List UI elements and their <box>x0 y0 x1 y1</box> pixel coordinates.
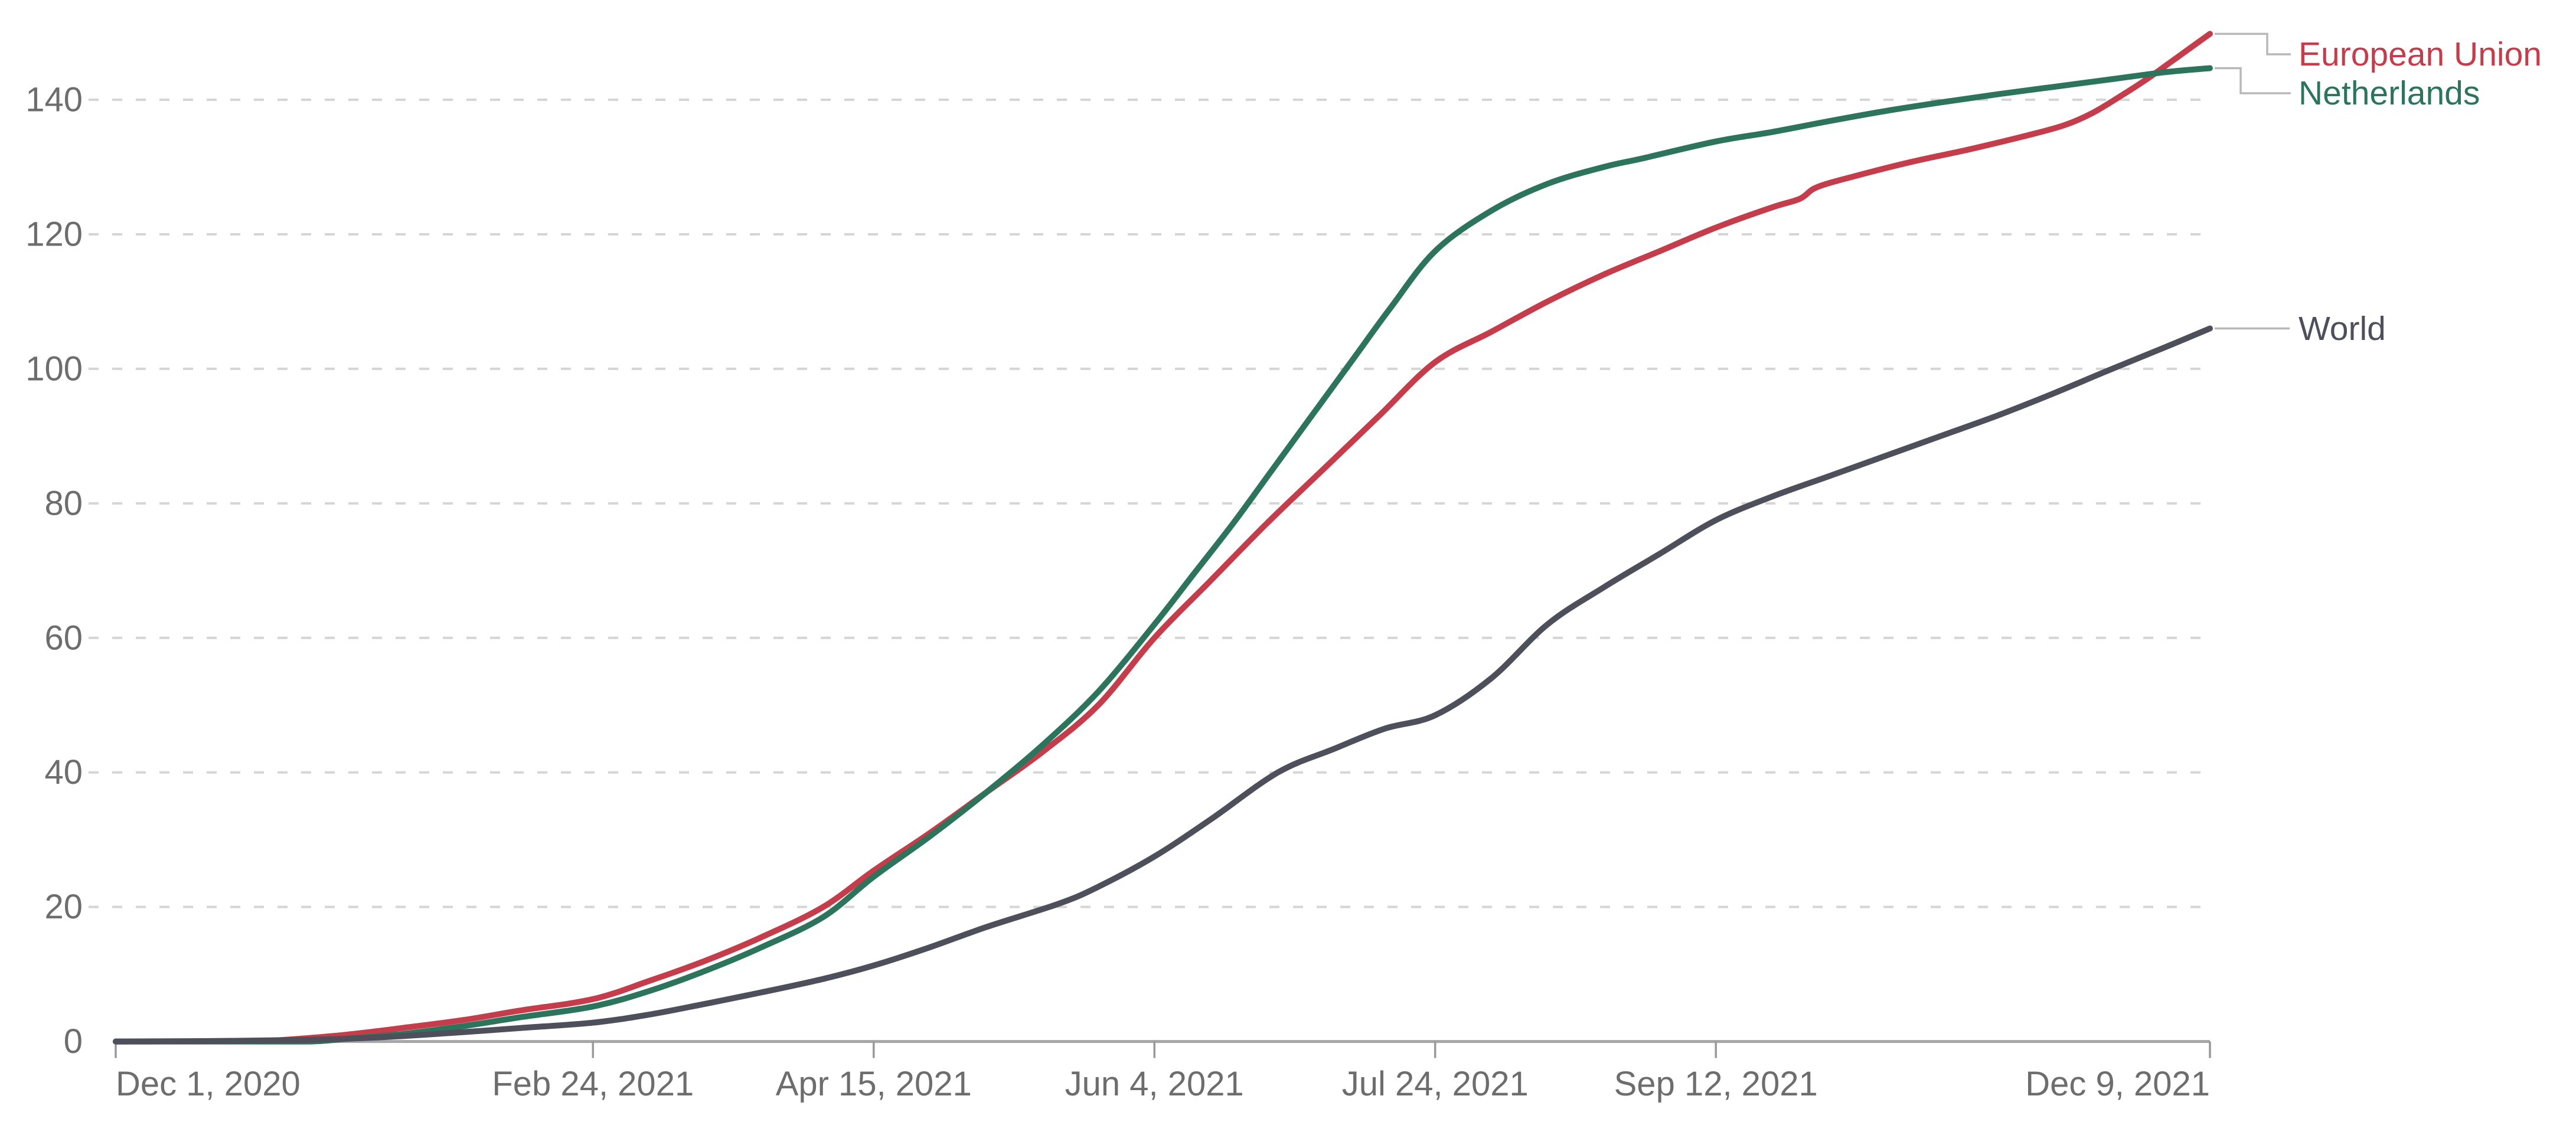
y-tick-label: 100 <box>25 349 83 388</box>
y-tick-label: 0 <box>64 1022 83 1061</box>
x-tick-label: Dec 9, 2021 <box>2025 1065 2210 1103</box>
series-line-world[interactable] <box>113 325 2213 1045</box>
x-tick-label: Jun 4, 2021 <box>1065 1065 1244 1103</box>
x-tick-label: Apr 15, 2021 <box>776 1065 972 1103</box>
x-tick-label: Feb 24, 2021 <box>492 1065 694 1103</box>
series-lines-group <box>113 31 2213 1045</box>
x-tick-label: Jul 24, 2021 <box>1342 1065 1529 1103</box>
y-tick-label: 120 <box>25 215 83 253</box>
legend-label-european-union[interactable]: European Union <box>2299 35 2542 73</box>
legend-leader-lines-group <box>2215 32 2291 330</box>
axes-group <box>115 1040 2211 1058</box>
x-axis-labels-group: Dec 1, 2020 Feb 24, 2021 Apr 15, 2021 Jun 4… <box>116 1065 2210 1103</box>
legend-leader-line <box>2215 32 2291 55</box>
legend-group: European Union Netherlands World <box>2299 35 2542 348</box>
gridlines-group <box>89 99 2210 908</box>
y-axis-labels-group: 0 20 40 60 80 100 120 140 <box>25 81 83 1061</box>
y-tick-label: 60 <box>44 619 83 657</box>
legend-label-netherlands[interactable]: Netherlands <box>2299 74 2480 112</box>
legend-leader-line <box>2215 67 2291 94</box>
y-tick-label: 20 <box>44 888 83 926</box>
legend-label-world[interactable]: World <box>2299 310 2386 348</box>
y-tick-label: 80 <box>44 484 83 522</box>
y-tick-label: 40 <box>44 753 83 791</box>
series-line-european-union[interactable] <box>113 31 2213 1045</box>
y-tick-label: 140 <box>25 81 83 119</box>
series-line-netherlands[interactable] <box>113 65 2213 1045</box>
x-tick-label: Dec 1, 2020 <box>116 1065 301 1103</box>
x-tick-label: Sep 12, 2021 <box>1614 1065 1818 1103</box>
